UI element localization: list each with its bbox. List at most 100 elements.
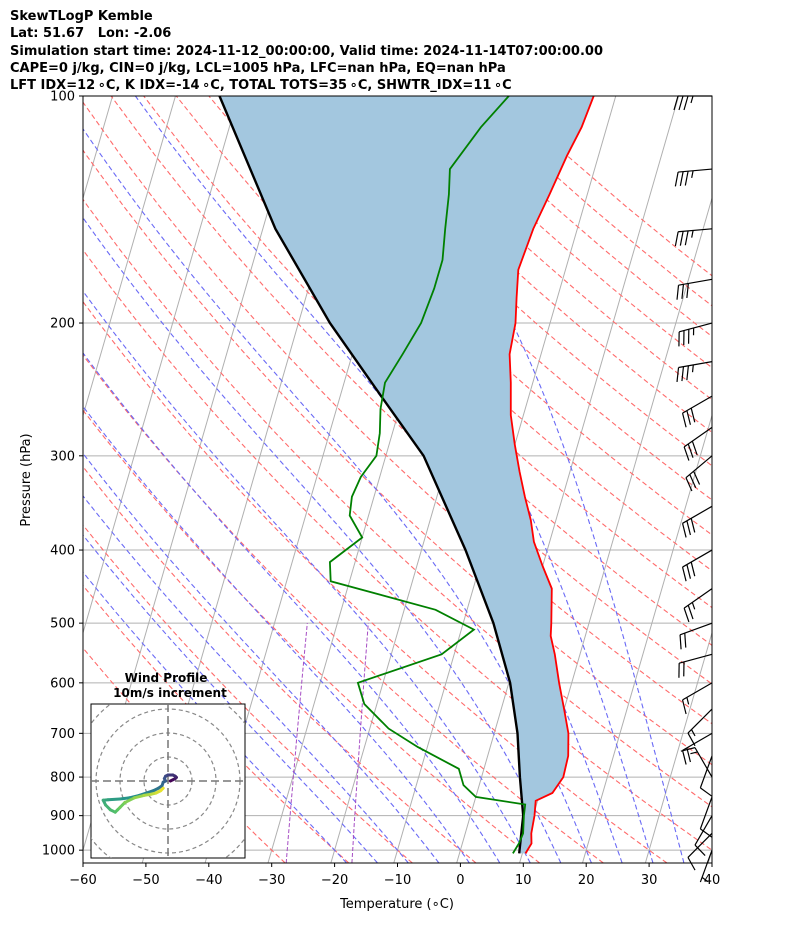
barb-flag bbox=[681, 699, 687, 715]
wind-barb bbox=[683, 426, 713, 461]
barb-flag bbox=[680, 747, 696, 752]
barb-flag bbox=[689, 474, 697, 489]
barb-flag bbox=[674, 231, 679, 247]
moist-adiabat bbox=[83, 290, 531, 863]
barb-staff bbox=[682, 395, 713, 414]
barb-flag bbox=[687, 443, 694, 458]
barb-flag bbox=[676, 285, 680, 300]
barb-flag bbox=[690, 518, 696, 533]
y-tick-label: 600 bbox=[50, 676, 75, 691]
isotherm bbox=[83, 96, 176, 418]
isotherm bbox=[83, 96, 239, 635]
isotherm bbox=[456, 96, 680, 863]
barb-flag bbox=[683, 607, 690, 623]
x-tick-label: 0 bbox=[456, 873, 464, 888]
barb-staff bbox=[682, 682, 713, 701]
wind-barb bbox=[680, 747, 713, 778]
hodograph-segment bbox=[123, 796, 136, 805]
barb-flag bbox=[681, 284, 685, 299]
dry-adiabat bbox=[83, 465, 477, 863]
moist-adiabat bbox=[83, 352, 501, 863]
barb-staff bbox=[685, 455, 713, 479]
barb-flag bbox=[687, 857, 696, 871]
barb-staff bbox=[678, 361, 713, 369]
barb-flag bbox=[686, 564, 692, 579]
wind-barb bbox=[673, 95, 712, 111]
moist-adiabat bbox=[83, 127, 592, 863]
barb-flag bbox=[674, 171, 679, 187]
barb-flag bbox=[684, 633, 687, 648]
wind-barb bbox=[676, 278, 713, 300]
barb-staff bbox=[682, 549, 713, 568]
barb-half-flag bbox=[701, 876, 709, 883]
axes-layer: −60 −50 −40 −30 −20 −10 0 10 20 30 40 100 200 300 400 5… bbox=[42, 90, 720, 889]
barb-staff bbox=[679, 622, 713, 636]
wind-barb bbox=[678, 322, 713, 347]
moist-adiabat bbox=[83, 571, 348, 863]
barb-staff bbox=[682, 732, 713, 751]
y-tick-label: 500 bbox=[50, 617, 75, 632]
barb-flag bbox=[673, 95, 679, 111]
header-line-1: SkewTLogP Kemble bbox=[10, 9, 153, 24]
isotherm bbox=[582, 413, 712, 863]
barb-flag bbox=[694, 844, 706, 856]
header-line-4: CAPE=0 j/kg, CIN=0 j/kg, LCL=1005 hPa, L… bbox=[10, 60, 506, 76]
barb-staff bbox=[694, 815, 713, 846]
cape-fill-layer bbox=[219, 96, 594, 854]
x-tick-label: 10 bbox=[515, 873, 532, 888]
barb-half-flag bbox=[691, 364, 694, 373]
dry-adiabat bbox=[83, 249, 712, 851]
x-axis-label: Temperature (∘C) bbox=[339, 897, 454, 912]
parcel-line bbox=[218, 96, 525, 854]
moist-adiabat bbox=[83, 452, 440, 863]
dry-adiabat bbox=[338, 96, 712, 434]
wind-barbs-column bbox=[673, 95, 713, 883]
x-tick-label: −60 bbox=[69, 873, 96, 888]
x-tick-label: −10 bbox=[384, 873, 411, 888]
barb-flag bbox=[686, 365, 689, 381]
hodograph-segment bbox=[118, 796, 132, 801]
dry-adiabat bbox=[83, 101, 712, 725]
barb-flag bbox=[686, 410, 692, 425]
barb-staff bbox=[678, 168, 713, 173]
hodograph-subtitle: 10m/s increment bbox=[113, 686, 227, 700]
barb-flag bbox=[687, 605, 694, 620]
barb-flag bbox=[691, 440, 698, 456]
barb-staff bbox=[682, 505, 713, 524]
hodograph-inset: Wind Profile 10m/s increment bbox=[90, 671, 246, 859]
barb-half-flag bbox=[686, 697, 690, 705]
barb-staff bbox=[679, 322, 713, 333]
header-line-5: LFT IDX=12 ∘C, K IDX=-14 ∘C, TOTAL TOTS=… bbox=[10, 78, 512, 94]
barb-staff bbox=[678, 228, 713, 233]
barb-flag bbox=[679, 634, 682, 650]
cape-area bbox=[219, 96, 594, 854]
dry-adiabat bbox=[83, 300, 668, 863]
barb-flag bbox=[690, 561, 696, 577]
barb-flag bbox=[683, 446, 690, 461]
moist-adiabat bbox=[83, 405, 470, 863]
x-tick-label: 30 bbox=[641, 873, 658, 888]
wind-barb bbox=[681, 732, 713, 765]
barb-staff bbox=[687, 708, 713, 734]
y-tick-label: 400 bbox=[50, 544, 75, 559]
x-tick-label: −20 bbox=[321, 873, 348, 888]
barb-half-flag bbox=[691, 170, 694, 179]
header-line-3: Simulation start time: 2024-11-12_00:00:… bbox=[10, 43, 603, 59]
barb-flag bbox=[686, 747, 692, 763]
wind-barb bbox=[685, 455, 713, 492]
barb-flag bbox=[684, 171, 689, 186]
hodograph-segment bbox=[132, 793, 146, 800]
barb-flag bbox=[700, 787, 713, 797]
temperature-line bbox=[508, 96, 595, 854]
wind-barb bbox=[679, 622, 713, 650]
header-line-2: Lat: 51.67 Lon: -2.06 bbox=[10, 26, 172, 42]
wind-barb bbox=[674, 228, 713, 247]
barb-flag bbox=[690, 407, 696, 423]
barb-flag bbox=[686, 520, 692, 536]
hodograph-segment bbox=[159, 786, 165, 793]
moist-adiabat bbox=[363, 96, 685, 863]
wind-barb bbox=[674, 168, 713, 187]
y-tick-label: 800 bbox=[50, 771, 75, 786]
barb-flag bbox=[686, 283, 689, 298]
x-tick-label: −40 bbox=[195, 873, 222, 888]
